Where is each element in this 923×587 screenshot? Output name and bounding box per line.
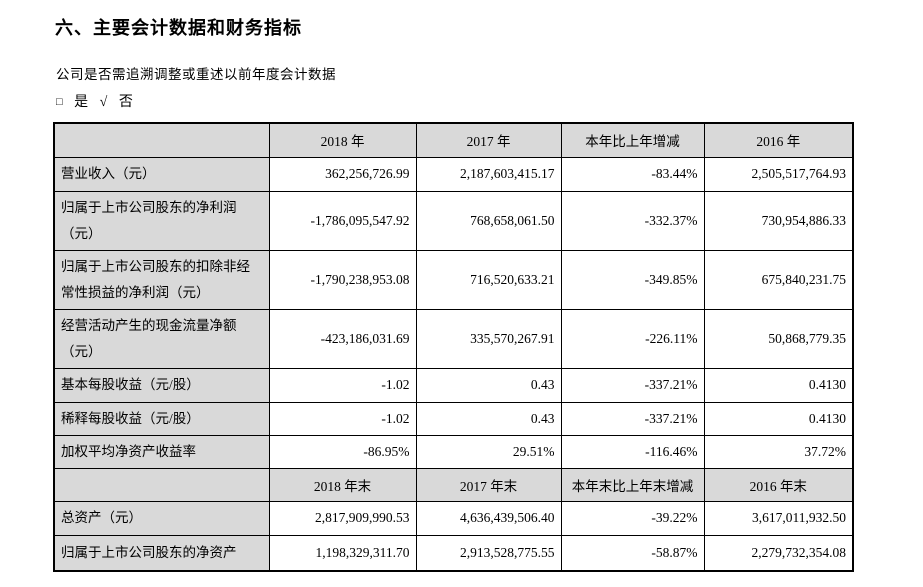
value-2018: 362,256,726.99 — [268, 156, 417, 192]
option-no-label: 否 — [118, 95, 133, 110]
table-row-net-profit-excl-nonrecurring: 归属于上市公司股东的扣除非经常性损益的净利润（元） -1,790,238,953… — [53, 249, 854, 310]
header-2018-yearend: 2018 年末 — [268, 467, 417, 502]
header-yearend-change: 本年末比上年末增减 — [560, 467, 705, 502]
yearend-header-row: 2018 年末 2017 年末 本年末比上年末增减 2016 年末 — [53, 467, 854, 502]
header-2016: 2016 年 — [703, 122, 854, 158]
checkbox-unchecked-icon: □ — [56, 96, 63, 108]
value-2018: -423,186,031.69 — [268, 308, 417, 369]
value-2017: 4,636,439,506.40 — [415, 500, 562, 536]
value-2018: -1.02 — [268, 367, 417, 403]
value-2016: 730,954,886.33 — [703, 190, 854, 251]
row-label: 经营活动产生的现金流量净额（元） — [53, 308, 270, 369]
value-2016: 37.72% — [703, 434, 854, 469]
value-change: -116.46% — [560, 434, 705, 469]
row-label: 营业收入（元） — [53, 156, 270, 192]
value-2018: 2,817,909,990.53 — [268, 500, 417, 536]
row-label: 归属于上市公司股东的扣除非经常性损益的净利润（元） — [53, 249, 270, 310]
header-2018: 2018 年 — [268, 122, 417, 158]
value-2016: 2,505,517,764.93 — [703, 156, 854, 192]
table-row-diluted-eps: 稀释每股收益（元/股） -1.02 0.43 -337.21% 0.4130 — [53, 401, 854, 436]
value-change: -83.44% — [560, 156, 705, 192]
value-change: -337.21% — [560, 367, 705, 403]
value-change: -39.22% — [560, 500, 705, 536]
row-label: 归属于上市公司股东的净利润（元） — [53, 190, 270, 251]
value-change: -349.85% — [560, 249, 705, 310]
table-row-operating-cash-flow: 经营活动产生的现金流量净额（元） -423,186,031.69 335,570… — [53, 308, 854, 369]
option-yes-label: 是 — [74, 95, 89, 110]
financial-indicators-table: 2018 年 2017 年 本年比上年增减 2016 年 营业收入（元） 362… — [53, 122, 854, 572]
annual-header-row: 2018 年 2017 年 本年比上年增减 2016 年 — [53, 122, 854, 158]
row-label: 稀释每股收益（元/股） — [53, 401, 270, 436]
table-row-net-profit: 归属于上市公司股东的净利润（元） -1,786,095,547.92 768,6… — [53, 190, 854, 251]
checkmark-icon: √ — [99, 95, 108, 110]
table-row-revenue: 营业收入（元） 362,256,726.99 2,187,603,415.17 … — [53, 156, 854, 192]
value-change: -226.11% — [560, 308, 705, 369]
header-blank-cell — [53, 467, 270, 502]
value-2017: 768,658,061.50 — [415, 190, 562, 251]
row-label: 总资产（元） — [53, 500, 270, 536]
value-2017: 0.43 — [415, 401, 562, 436]
row-label: 加权平均净资产收益率 — [53, 434, 270, 469]
value-2017: 29.51% — [415, 434, 562, 469]
value-2018: -1,786,095,547.92 — [268, 190, 417, 251]
value-2017: 0.43 — [415, 367, 562, 403]
row-label: 基本每股收益（元/股） — [53, 367, 270, 403]
value-2017: 2,187,603,415.17 — [415, 156, 562, 192]
value-2018: -1,790,238,953.08 — [268, 249, 417, 310]
value-2016: 0.4130 — [703, 367, 854, 403]
value-2016: 50,868,779.35 — [703, 308, 854, 369]
table-row-net-assets: 归属于上市公司股东的净资产 1,198,329,311.70 2,913,528… — [53, 534, 854, 572]
value-change: -58.87% — [560, 534, 705, 572]
value-2018: 1,198,329,311.70 — [268, 534, 417, 572]
value-change: -337.21% — [560, 401, 705, 436]
header-blank-cell — [53, 122, 270, 158]
section-title: 六、主要会计数据和财务指标 — [55, 18, 302, 38]
value-2018: -1.02 — [268, 401, 417, 436]
value-change: -332.37% — [560, 190, 705, 251]
value-2017: 335,570,267.91 — [415, 308, 562, 369]
table-row-total-assets: 总资产（元） 2,817,909,990.53 4,636,439,506.40… — [53, 500, 854, 536]
value-2016: 3,617,011,932.50 — [703, 500, 854, 536]
restatement-question: 公司是否需追溯调整或重述以前年度会计数据 — [56, 67, 336, 82]
table-row-basic-eps: 基本每股收益（元/股） -1.02 0.43 -337.21% 0.4130 — [53, 367, 854, 403]
header-2017: 2017 年 — [415, 122, 562, 158]
value-2018: -86.95% — [268, 434, 417, 469]
yes-no-options: □ 是 √ 否 — [56, 91, 141, 111]
value-2017: 716,520,633.21 — [415, 249, 562, 310]
header-2017-yearend: 2017 年末 — [415, 467, 562, 502]
row-label: 归属于上市公司股东的净资产 — [53, 534, 270, 572]
table-row-weighted-avg-roe: 加权平均净资产收益率 -86.95% 29.51% -116.46% 37.72… — [53, 434, 854, 469]
value-2017: 2,913,528,775.55 — [415, 534, 562, 572]
value-2016: 675,840,231.75 — [703, 249, 854, 310]
value-2016: 0.4130 — [703, 401, 854, 436]
header-yoy-change: 本年比上年增减 — [560, 122, 705, 158]
value-2016: 2,279,732,354.08 — [703, 534, 854, 572]
header-2016-yearend: 2016 年末 — [703, 467, 854, 502]
